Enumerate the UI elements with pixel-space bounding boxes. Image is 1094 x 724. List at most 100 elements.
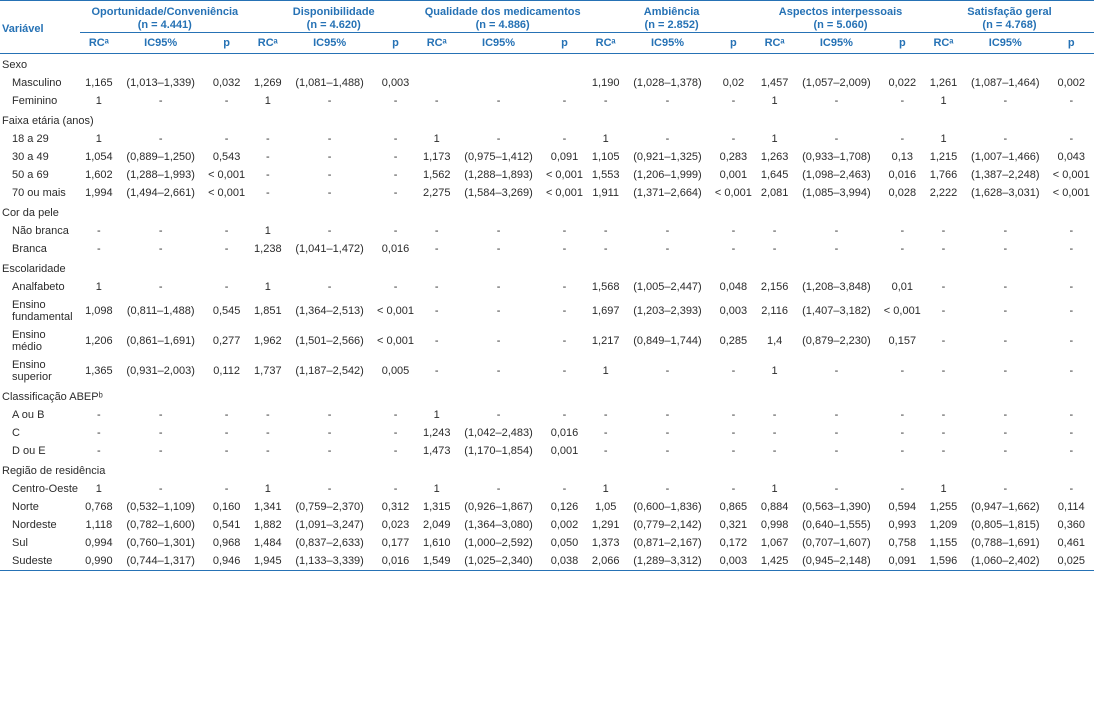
row-label: 50 a 69 (0, 166, 80, 184)
cell-ci: - (455, 296, 542, 326)
group-n: (n = 4.441) (82, 19, 247, 32)
cell-ci: - (962, 480, 1049, 498)
cell-p: 0,016 (542, 424, 587, 442)
cell-p: - (1049, 222, 1094, 240)
cell-ci: - (624, 442, 711, 460)
cell-rc: - (249, 130, 286, 148)
cell-ci: (1,085–3,994) (793, 184, 880, 202)
cell-rc: - (80, 442, 117, 460)
cell-ci: (1,288–1,993) (117, 166, 204, 184)
row-label: Sudeste (0, 552, 80, 571)
cell-p: - (542, 356, 587, 386)
cell-ci: (0,707–1,607) (793, 534, 880, 552)
cell-p: - (711, 240, 756, 258)
cell-p: 0,126 (542, 498, 587, 516)
cell-ci: (0,931–2,003) (117, 356, 204, 386)
cell-rc: 1 (418, 480, 455, 498)
cell-ci: - (962, 92, 1049, 110)
col-header-group-4: Aspectos interpessoais(n = 5.060) (756, 1, 925, 33)
row-label: Ensino médio (0, 326, 80, 356)
table-row: Norte0,768(0,532–1,109)0,1601,341(0,759–… (0, 498, 1094, 516)
cell-p: - (204, 406, 249, 424)
cell-p: - (711, 424, 756, 442)
subcol-rc: RCᵃ (249, 33, 286, 54)
cell-ci: (1,364–2,513) (286, 296, 373, 326)
cell-p: - (204, 278, 249, 296)
cell-p: - (373, 442, 418, 460)
cell-rc: 2,066 (587, 552, 624, 571)
cell-p: - (542, 240, 587, 258)
row-label: Nordeste (0, 516, 80, 534)
cell-ci: (1,013–1,339) (117, 74, 204, 92)
subcol-p: p (373, 33, 418, 54)
cell-p: < 0,001 (542, 166, 587, 184)
cell-ci: (1,057–2,009) (793, 74, 880, 92)
cell-rc: 1,118 (80, 516, 117, 534)
cell-p: < 0,001 (373, 296, 418, 326)
row-label: Centro-Oeste (0, 480, 80, 498)
section-row: Região de residência (0, 460, 1094, 480)
cell-p: - (204, 130, 249, 148)
cell-ci: (0,879–2,230) (793, 326, 880, 356)
group-n: (n = 4.886) (420, 19, 585, 32)
cell-rc: - (587, 240, 624, 258)
section-row: Cor da pele (0, 202, 1094, 222)
table-row: Sudeste0,990(0,744–1,317)0,9461,945(1,13… (0, 552, 1094, 571)
cell-rc: - (80, 240, 117, 258)
cell-ci: - (962, 326, 1049, 356)
row-label: Não branca (0, 222, 80, 240)
cell-rc: - (249, 184, 286, 202)
cell-rc: 1,155 (925, 534, 962, 552)
col-header-variable: Variável (0, 1, 80, 54)
row-label: Branca (0, 240, 80, 258)
cell-ci: - (117, 442, 204, 460)
cell-p: - (880, 130, 925, 148)
cell-p: - (204, 480, 249, 498)
cell-ci: (0,640–1,555) (793, 516, 880, 534)
section-label: Escolaridade (0, 258, 1094, 278)
cell-ci: - (624, 406, 711, 424)
cell-ci: - (286, 480, 373, 498)
cell-ci: - (455, 356, 542, 386)
cell-ci: (0,563–1,390) (793, 498, 880, 516)
cell-p: 0,541 (204, 516, 249, 534)
subcol-ci: IC95% (117, 33, 204, 54)
cell-p: - (880, 442, 925, 460)
table-row: 18 a 291-----1--1--1--1-- (0, 130, 1094, 148)
cell-ci: (1,091–3,247) (286, 516, 373, 534)
cell-rc: 1,596 (925, 552, 962, 571)
cell-p: - (542, 406, 587, 424)
cell-ci: (1,042–2,483) (455, 424, 542, 442)
subcol-ci: IC95% (455, 33, 542, 54)
cell-rc: 1,098 (80, 296, 117, 326)
cell-ci: - (455, 240, 542, 258)
cell-ci: - (962, 222, 1049, 240)
cell-ci: (0,861–1,691) (117, 326, 204, 356)
cell-p: 0,003 (711, 296, 756, 326)
cell-rc: - (249, 148, 286, 166)
cell-rc: 1 (249, 480, 286, 498)
cell-ci: (0,889–1,250) (117, 148, 204, 166)
cell-rc: - (249, 424, 286, 442)
cell-rc: 1 (80, 278, 117, 296)
cell-rc: 1,243 (418, 424, 455, 442)
cell-p: - (373, 184, 418, 202)
cell-p: 0,01 (880, 278, 925, 296)
cell-p: 0,993 (880, 516, 925, 534)
cell-rc: 1,269 (249, 74, 286, 92)
cell-p: - (542, 278, 587, 296)
cell-ci: - (117, 130, 204, 148)
row-label: D ou E (0, 442, 80, 460)
cell-ci: (1,170–1,854) (455, 442, 542, 460)
subcol-ci: IC95% (624, 33, 711, 54)
cell-p: < 0,001 (1049, 166, 1094, 184)
section-row: Sexo (0, 54, 1094, 75)
col-header-group-2: Qualidade dos medicamentos(n = 4.886) (418, 1, 587, 33)
table-row: 30 a 491,054(0,889–1,250)0,543---1,173(0… (0, 148, 1094, 166)
cell-ci: - (962, 278, 1049, 296)
cell-p: - (880, 92, 925, 110)
cell-rc: 1,962 (249, 326, 286, 356)
cell-rc: - (925, 296, 962, 326)
cell-ci: (0,871–2,167) (624, 534, 711, 552)
cell-rc: 1,054 (80, 148, 117, 166)
